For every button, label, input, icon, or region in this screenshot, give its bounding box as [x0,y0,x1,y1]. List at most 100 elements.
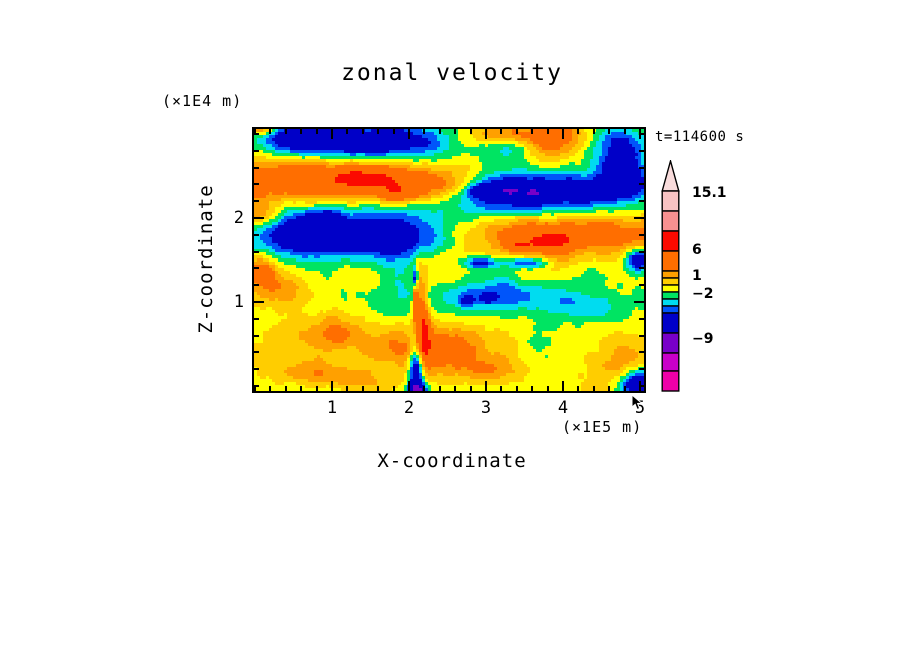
y-tick [254,200,259,203]
y-tick [639,250,644,253]
y-tick [639,351,644,354]
x-tick [469,386,472,391]
x-tick [500,386,503,391]
x-tick [500,129,503,134]
chart-title: zonal velocity [341,60,563,86]
colorbar-tick-label: −2 [692,286,714,302]
x-tick [284,386,287,391]
colorbar-segment [661,332,680,354]
y-tick [254,267,259,270]
colorbar-tick-label: −9 [692,331,714,347]
x-tick [331,129,333,139]
y-tick [639,317,644,320]
y-tick [639,267,644,270]
x-tick [485,129,487,139]
y-tick [639,149,644,152]
y-tick [254,149,259,152]
x-tick [331,381,333,391]
x-tick [562,381,564,391]
x-tick [315,386,318,391]
y-tick [634,217,644,219]
x-tick [269,386,272,391]
x-tick [608,129,611,134]
x-tick-label: 3 [480,398,492,418]
y-tick [254,334,259,337]
x-axis-label: X-coordinate [377,450,527,472]
x-tick [531,386,534,391]
x-tick [361,129,364,134]
y-tick [254,183,259,186]
y-tick [634,301,644,303]
x-tick [592,129,595,134]
x-tick [623,386,626,391]
x-tick [423,129,426,134]
y-axis-label: Z-coordinate [195,184,217,334]
mouse-cursor-icon [631,395,644,411]
x-axis-unit: (×1E5 m) [562,418,643,436]
y-axis-unit: (×1E4 m) [162,92,243,110]
x-tick [577,386,580,391]
x-tick-label: 4 [557,398,569,418]
x-tick [408,381,410,391]
colorbar-tick-label: 6 [692,242,702,258]
colorbar-segment [661,298,680,307]
colorbar-tick-label: 15.1 [692,185,727,201]
x-tick [454,386,457,391]
x-tick-label: 5 [634,398,646,418]
y-tick [254,250,259,253]
y-tick [639,133,644,135]
y-tick [639,385,644,387]
y-tick [254,351,259,354]
x-tick [408,129,410,139]
plot-area [252,127,646,393]
x-tick [361,386,364,391]
y-tick-label: 1 [233,292,244,312]
colorbar-segment [661,305,680,314]
y-tick [254,166,259,169]
colorbar-segment [661,250,680,272]
y-tick [254,217,264,219]
y-tick-label: 2 [233,208,244,228]
y-tick [254,233,259,236]
y-tick [639,166,644,169]
x-tick [254,129,256,134]
y-tick [254,368,259,371]
x-tick-label: 2 [403,398,415,418]
x-tick [469,129,472,134]
x-tick [546,129,549,134]
colorbar-segment [661,270,680,279]
x-tick [515,129,518,134]
y-tick [639,368,644,371]
x-tick [485,381,487,391]
y-tick [639,334,644,337]
y-tick [254,133,259,135]
x-tick [392,386,395,391]
x-tick [377,129,380,134]
x-tick [454,129,457,134]
colorbar-segment [661,312,680,334]
x-tick [438,386,441,391]
x-tick [623,129,626,134]
x-tick [346,386,349,391]
x-tick [269,129,272,134]
x-tick [438,129,441,134]
x-tick [546,386,549,391]
colorbar-segment [661,352,680,372]
y-tick [254,301,264,303]
x-tick [284,129,287,134]
x-tick [315,129,318,134]
y-tick [639,233,644,236]
colorbar-arrow [661,160,680,192]
x-tick [562,129,564,139]
x-tick-label: 1 [326,398,338,418]
x-tick [515,386,518,391]
x-tick [592,386,595,391]
x-tick [392,129,395,134]
y-tick [639,183,644,186]
timestamp-label: t=114600 s [655,129,745,145]
y-tick [254,385,259,387]
y-tick [254,317,259,320]
x-tick [346,129,349,134]
colorbar-segment [661,284,680,293]
